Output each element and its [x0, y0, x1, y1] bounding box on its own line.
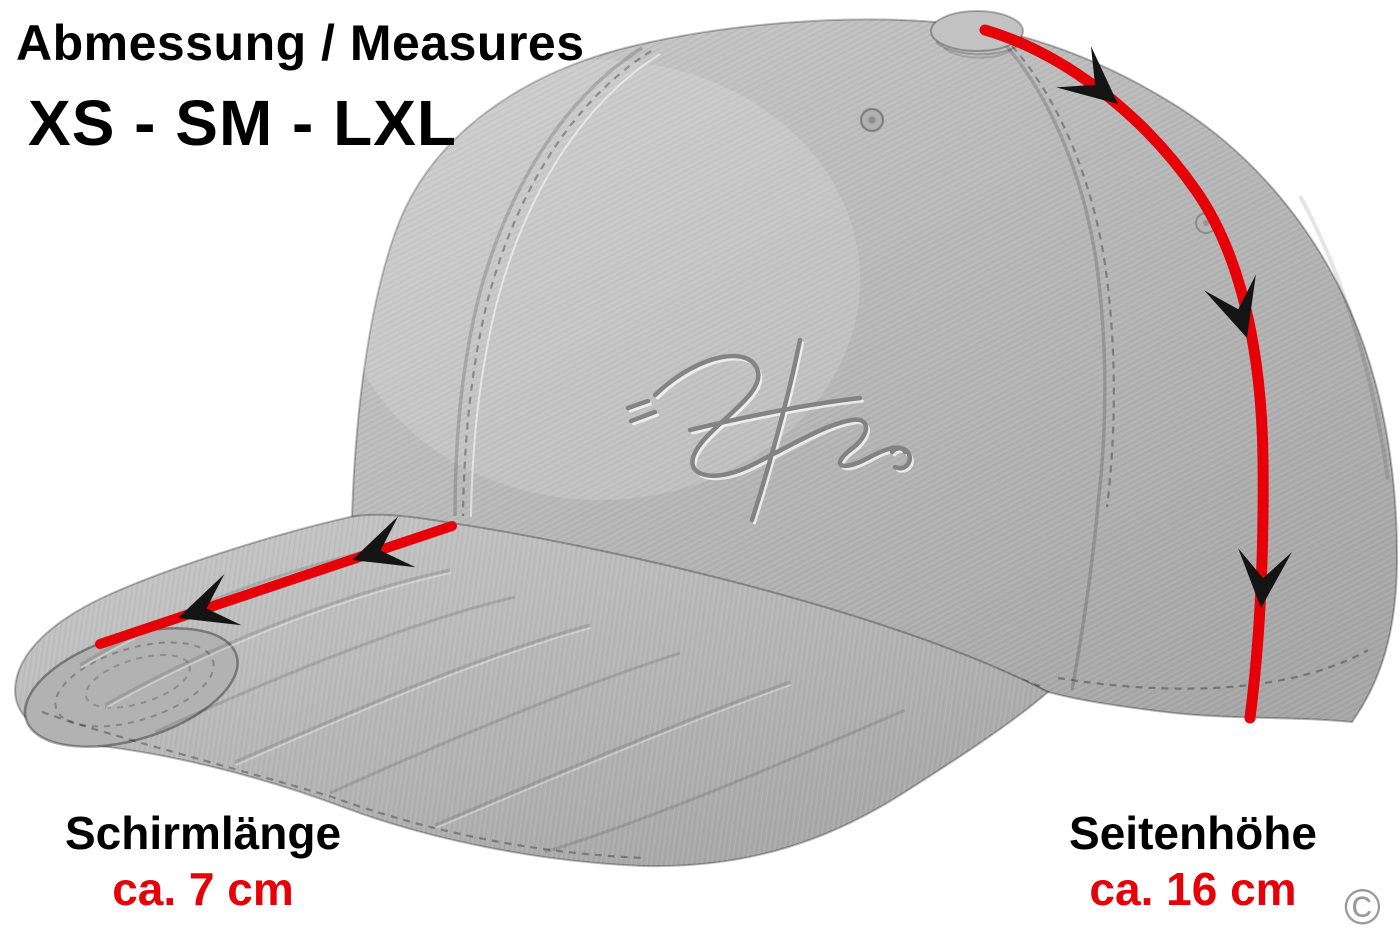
size-range-label: XS - SM - LXL: [28, 87, 457, 159]
brim-length-label: Schirmlänge: [64, 807, 342, 859]
page-title: Abmessung / Measures: [16, 15, 585, 71]
side-height-measure-line: [979, 24, 1292, 724]
cap-brim: [13, 513, 1050, 868]
arrowhead-icon: [1056, 46, 1118, 104]
arrowhead-icon: [352, 515, 416, 568]
cap-top-button: [930, 10, 1024, 59]
side-height-label: Seitenhöhe: [1069, 807, 1317, 859]
copyright-mark: ©: [1344, 879, 1381, 935]
underbrim-tip: [23, 627, 239, 748]
arrowhead-icon: [1204, 274, 1256, 338]
brim-length-value: ca. 7 cm: [112, 863, 294, 915]
brim-measure-line: [95, 515, 457, 649]
cap-crown: [340, 18, 1399, 724]
eyelet-icon: [859, 107, 885, 133]
brand-logo-embroidery: [625, 337, 914, 525]
arrowhead-icon: [1238, 548, 1292, 608]
side-height-value: ca. 16 cm: [1089, 863, 1297, 915]
arrowhead-icon: [178, 573, 242, 626]
